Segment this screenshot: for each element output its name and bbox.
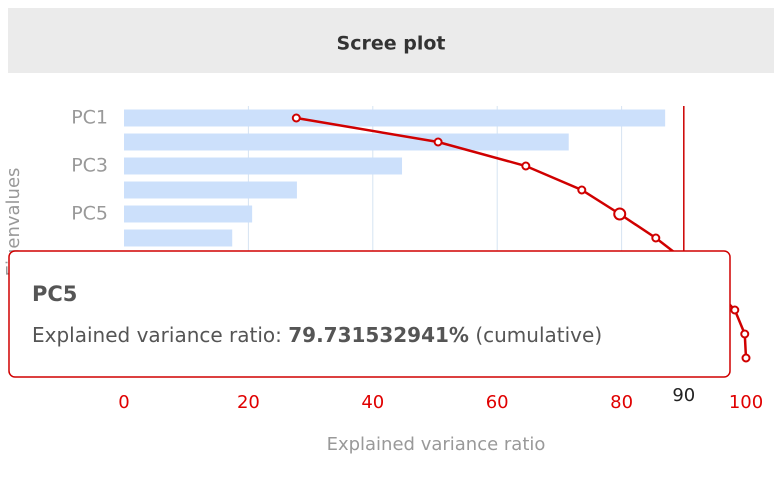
bar [124,157,403,175]
tooltip-note: (cumulative) [475,323,602,347]
threshold-label: 90 [672,385,695,406]
line-point [577,185,587,195]
tooltip: PC5 Explained variance ratio: 79.7315329… [8,250,731,378]
bar [124,181,297,199]
bar [124,205,253,223]
tooltip-label: Explained variance ratio: [32,323,282,347]
tooltip-title: PC5 [32,282,77,306]
header-bar [8,8,774,73]
line-point [740,329,750,339]
line-point [651,233,661,243]
y-axis-title: Eigenvalues [3,168,24,277]
x-tick-label: 20 [237,392,260,413]
y-tick-label: PC3 [71,155,108,177]
line-point [433,137,443,147]
y-tick-label: PC1 [71,107,108,129]
line-point [291,113,301,123]
tooltip-box [8,250,731,378]
y-tick-label: PC5 [71,203,108,225]
x-axis-title: Explained variance ratio [327,434,546,455]
line-point [730,305,740,315]
x-tick-label: 60 [486,392,509,413]
line-point [613,207,627,221]
tooltip-value: 79.731532941% [288,323,469,347]
line-point [521,161,531,171]
line-point [741,353,751,363]
x-tick-label: 100 [729,392,763,413]
chart-title: Scree plot [337,33,446,55]
bar [124,229,233,247]
bar [124,109,666,127]
x-tick-label: 0 [118,392,129,413]
x-tick-label: 80 [610,392,633,413]
x-tick-label: 40 [361,392,384,413]
bar [124,133,569,151]
tooltip-text: Explained variance ratio: 79.731532941% … [32,323,602,347]
